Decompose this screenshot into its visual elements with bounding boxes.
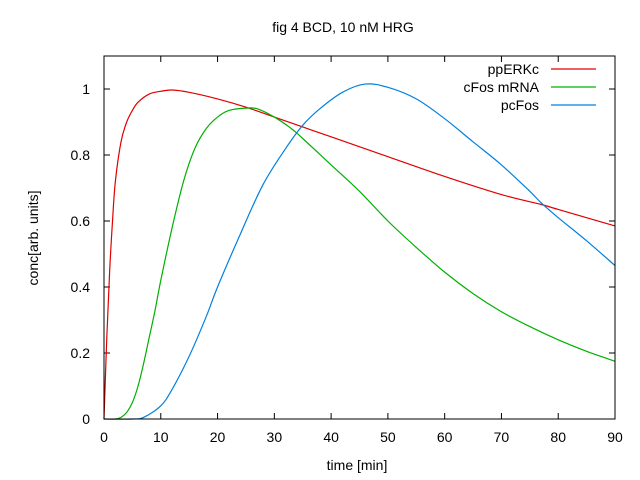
y-tick-label: 0.2	[71, 345, 91, 361]
series-group	[103, 83, 616, 420]
x-tick-label: 10	[153, 429, 169, 445]
plot-frame	[103, 55, 616, 420]
x-tick-label: 50	[380, 429, 396, 445]
legend-label-pcfos: pcFos	[501, 97, 539, 113]
series-line-pcfos	[103, 83, 616, 420]
y-axis-label: conc[arb. units]	[25, 191, 41, 286]
y-tick-label: 0.4	[71, 279, 91, 295]
x-tick-label: 60	[437, 429, 453, 445]
x-tick-label: 80	[550, 429, 566, 445]
x-tick-label: 20	[210, 429, 226, 445]
series-line-cfos-mrna	[103, 107, 616, 420]
legend-label-cfos-mrna: cFos mRNA	[464, 79, 540, 95]
series-line-pperkc	[103, 89, 616, 420]
x-tick-label: 70	[494, 429, 510, 445]
y-tick-label: 0	[82, 411, 90, 427]
axis-ticks: 0 10 20 30 40 50 60 70 80 90 0 0.2 0.4 0.6 0.8 1	[71, 56, 623, 445]
chart-title: fig 4 BCD, 10 nM HRG	[272, 19, 414, 35]
y-tick-label: 0.8	[71, 147, 91, 163]
legend-label-pperkc: ppERKc	[488, 61, 539, 77]
y-tick-label: 0.6	[71, 213, 91, 229]
x-axis-label: time [min]	[327, 457, 388, 473]
x-tick-label: 90	[607, 429, 623, 445]
x-tick-label: 0	[100, 429, 108, 445]
legend: ppERKc cFos mRNA pcFos	[464, 61, 596, 113]
x-tick-label: 30	[267, 429, 283, 445]
y-tick-label: 1	[82, 81, 90, 97]
x-tick-label: 40	[323, 429, 339, 445]
